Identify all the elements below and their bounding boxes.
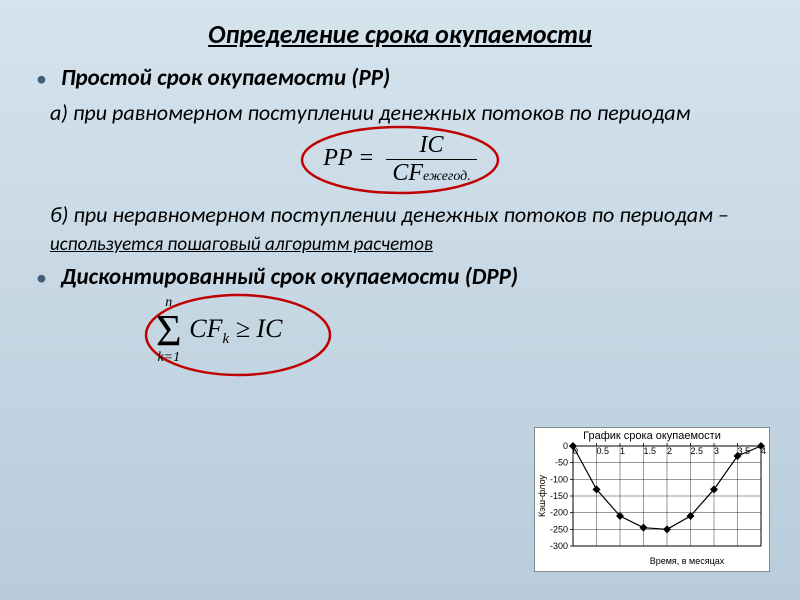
svg-text:2.5: 2.5 [691,446,704,456]
formula-den: CFежегод. [386,160,476,187]
svg-text:-100: -100 [550,474,568,484]
formula-dpp: n Σ k=1 CFk ≥ IC [156,305,282,356]
svg-text:0: 0 [563,442,568,451]
slide-title: Определение срока окупаемости [0,0,800,64]
sigma-top: n [165,295,172,311]
sigma-bot: k=1 [157,350,180,366]
sub-b: б) при неравномерном поступлении денежны… [36,201,764,256]
bullet-pp-text: Простой срок окупаемости (РР) [61,64,390,93]
bullet-icon: • [36,265,47,291]
chart-svg: 00.511.522.533.540-50-100-150-200-250-30… [535,442,769,570]
svg-text:-50: -50 [555,458,568,468]
svg-text:Кэш-флоу: Кэш-флоу [537,474,547,517]
svg-text:0.5: 0.5 [597,446,610,456]
svg-text:1: 1 [620,446,625,456]
svg-text:-150: -150 [550,491,568,501]
formula-pp: PP = IC CFежегод. [36,132,764,187]
svg-text:1.5: 1.5 [644,446,657,456]
formula-num: IC [386,132,476,160]
bullet-dpp-text: Дисконтированный срок окупаемости (DPP) [61,263,518,292]
svg-text:3: 3 [714,446,719,456]
bullet-dpp: • Дисконтированный срок окупаемости (DPP… [36,263,764,292]
svg-text:2: 2 [667,446,672,456]
svg-text:-200: -200 [550,508,568,518]
svg-text:-300: -300 [550,541,568,551]
chart-title: График срока окупаемости [535,428,769,442]
svg-text:-250: -250 [550,524,568,534]
payback-chart: График срока окупаемости 00.511.522.533.… [534,427,770,572]
slide-content: • Простой срок окупаемости (РР) а) при р… [0,64,800,356]
svg-text:Время, в месяцах: Время, в месяцах [650,556,725,566]
bullet-pp: • Простой срок окупаемости (РР) [36,64,764,93]
bullet-icon: • [36,66,47,92]
formula-lhs: PP = [323,145,374,171]
